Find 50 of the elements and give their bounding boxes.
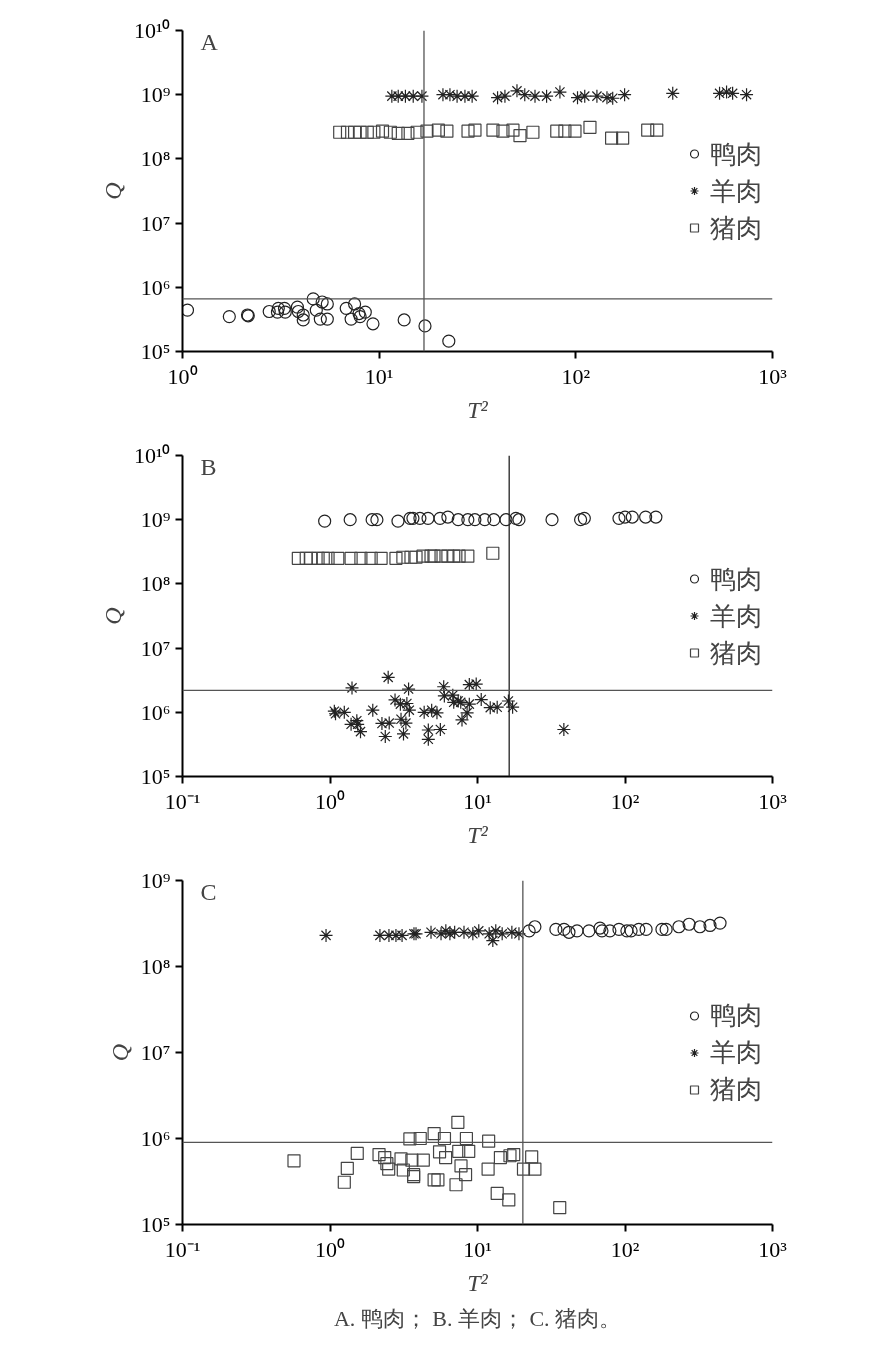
legend-label: 羊肉 xyxy=(710,600,762,632)
x-tick-label: 10⁻¹ xyxy=(164,788,201,814)
x-tick-label: 10⁰ xyxy=(315,788,345,814)
y-tick-label: 10⁹ xyxy=(140,868,171,893)
y-tick-label: 10⁸ xyxy=(140,146,171,172)
legend-label: 猪肉 xyxy=(710,1073,762,1106)
y-tick-label: 10⁷ xyxy=(140,210,171,236)
chart-title: C xyxy=(200,878,217,905)
x-tick-label: 10³ xyxy=(758,363,788,389)
x-tick-label: 10² xyxy=(561,363,591,389)
legend-label: 鸭肉 xyxy=(710,563,762,595)
y-tick-label: 10⁶ xyxy=(140,274,171,300)
x-tick-label: 10¹ xyxy=(364,363,394,389)
chart-title: A xyxy=(200,28,219,55)
text: A. 鸭肉； B. 羊肉； C. 猪肉。 xyxy=(333,1305,622,1331)
x-tick-label: 10¹ xyxy=(463,1236,492,1262)
x-axis-title: T² xyxy=(467,1269,489,1296)
legend-label: 羊肉 xyxy=(710,175,762,207)
y-tick-label: 10⁹ xyxy=(140,82,171,108)
y-tick-label: 10⁷ xyxy=(140,635,171,661)
y-tick-label: 10⁸ xyxy=(140,954,171,979)
y-tick-label: 10⁵ xyxy=(140,339,171,364)
y-tick-label: 10⁵ xyxy=(140,764,171,789)
legend-label: 猪肉 xyxy=(710,637,762,669)
y-tick-label: 10⁶ xyxy=(140,699,171,725)
y-tick-label: 10¹⁰ xyxy=(133,443,171,468)
x-tick-label: 10³ xyxy=(758,788,788,814)
x-axis-title: T² xyxy=(467,396,489,423)
y-axis-title: Q xyxy=(106,1043,133,1062)
x-axis-title: T² xyxy=(467,821,489,848)
x-tick-label: 10² xyxy=(610,788,640,814)
y-tick-label: 10⁷ xyxy=(140,1040,171,1065)
y-tick-label: 10¹⁰ xyxy=(133,18,171,43)
y-tick-label: 10⁸ xyxy=(140,571,171,597)
legend-label: 猪肉 xyxy=(710,212,762,244)
y-axis-title: Q xyxy=(99,182,126,200)
x-tick-label: 10⁰ xyxy=(167,363,198,389)
y-tick-label: 10⁶ xyxy=(140,1126,171,1151)
x-tick-label: 10⁻¹ xyxy=(164,1236,201,1262)
legend-label: 鸭肉 xyxy=(710,999,762,1032)
y-axis-title: Q xyxy=(99,607,126,625)
x-tick-label: 10⁰ xyxy=(315,1236,345,1262)
x-tick-label: 10¹ xyxy=(463,788,492,814)
legend-label: 羊肉 xyxy=(710,1036,762,1069)
legend-label: 鸭肉 xyxy=(710,138,762,170)
x-tick-label: 10³ xyxy=(758,1236,788,1262)
y-tick-label: 10⁹ xyxy=(140,507,171,533)
y-tick-label: 10⁵ xyxy=(140,1212,171,1237)
chart-title: B xyxy=(200,453,217,480)
x-tick-label: 10² xyxy=(610,1236,640,1262)
